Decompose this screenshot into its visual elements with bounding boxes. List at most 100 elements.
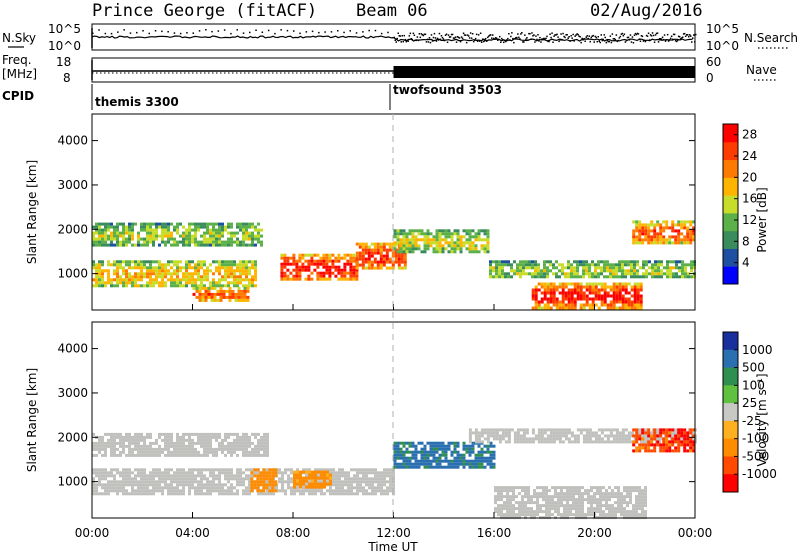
nsearch-dot	[465, 41, 468, 44]
power-cell	[231, 292, 235, 296]
velocity-cell	[143, 477, 146, 481]
power-cell	[432, 238, 436, 242]
velocity-cell	[167, 447, 170, 451]
power-cell	[328, 277, 332, 281]
nsearch-dot	[438, 32, 441, 35]
velocity-cell	[161, 432, 164, 436]
power-cell	[164, 222, 167, 226]
velocity-cell	[227, 480, 230, 484]
velocity-cell	[233, 432, 236, 436]
power-cell	[674, 229, 678, 233]
velocity-cell	[414, 447, 418, 451]
velocity-cell	[98, 441, 101, 445]
velocity-cell	[599, 489, 602, 493]
power-cell	[251, 278, 254, 282]
velocity-cell	[411, 456, 415, 460]
velocity-cell	[185, 480, 188, 484]
velocity-cell	[251, 432, 254, 436]
velocity-cell	[137, 480, 140, 484]
power-cell	[164, 269, 167, 273]
velocity-cell	[644, 513, 647, 517]
power-cell	[331, 253, 335, 257]
velocity-cell	[536, 498, 539, 502]
nsky-label: N.Sky	[2, 31, 36, 45]
power-cell	[394, 257, 398, 261]
velocity-cell	[572, 513, 575, 517]
velocity-cell	[396, 465, 400, 469]
nsearch-dot	[161, 30, 163, 33]
nsearch-dot	[501, 37, 503, 40]
power-cell	[95, 263, 98, 267]
power-cell	[307, 265, 311, 269]
power-cell	[420, 229, 424, 233]
velocity-cell	[635, 434, 639, 438]
power-cell	[531, 288, 535, 292]
power-cell	[204, 292, 208, 296]
power-cell	[486, 244, 490, 248]
velocity-cell	[251, 468, 254, 472]
velocity-cell	[530, 513, 533, 517]
power-cell	[561, 306, 565, 310]
power-cell	[325, 259, 329, 263]
velocity-cell	[371, 489, 374, 493]
power-cell	[237, 292, 241, 296]
velocity-cell	[606, 437, 610, 441]
power-cell	[376, 248, 380, 252]
velocity-cell	[474, 431, 478, 435]
velocity-cell	[368, 468, 371, 472]
power-cell	[564, 282, 568, 286]
velocity-cell	[623, 489, 626, 493]
power-cell	[641, 241, 645, 245]
power-cell	[468, 238, 472, 242]
power-cell	[600, 269, 603, 273]
power-cell	[182, 240, 185, 244]
velocity-cell	[242, 447, 245, 451]
power-cell	[681, 266, 684, 270]
nsearch-dot	[395, 41, 397, 43]
power-cell	[364, 260, 368, 264]
velocity-cell	[134, 492, 137, 496]
velocity-cell	[140, 474, 143, 478]
power-cell	[561, 272, 564, 276]
power-cell	[447, 250, 451, 254]
power-cell	[627, 272, 630, 276]
velocity-cell	[578, 489, 581, 493]
nsearch-dot	[640, 35, 643, 37]
power-cell	[146, 284, 149, 288]
velocity-cell	[344, 474, 347, 478]
velocity-cell	[575, 501, 578, 505]
velocity-cell	[194, 441, 197, 445]
power-cell	[191, 275, 194, 279]
nsearch-dot	[448, 36, 451, 38]
power-cell	[561, 303, 565, 307]
velocity-cell	[405, 450, 409, 454]
velocity-cell	[98, 468, 101, 472]
power-cell	[188, 225, 191, 229]
velocity-cell	[173, 450, 176, 454]
power-cell	[576, 266, 579, 270]
velocity-cell	[551, 495, 554, 499]
velocity-colorbar-tick-label: -100	[742, 432, 769, 446]
power-cell	[334, 265, 338, 269]
velocity-cell	[253, 486, 257, 490]
power-cell	[167, 263, 170, 267]
velocity-cell	[239, 477, 242, 481]
velocity-cell	[569, 492, 572, 496]
power-cell	[310, 259, 314, 263]
power-cell	[615, 263, 618, 267]
power-cell	[609, 275, 612, 279]
velocity-cell	[524, 486, 527, 490]
velocity-cell	[218, 480, 221, 484]
power-cell	[477, 232, 481, 236]
velocity-cell	[503, 495, 506, 499]
power-cell	[534, 297, 538, 301]
velocity-cell	[197, 450, 200, 454]
power-cell	[669, 272, 672, 276]
velocity-cell	[134, 474, 137, 478]
power-cell	[128, 228, 131, 232]
velocity-cell	[605, 492, 608, 496]
velocity-cell	[161, 486, 164, 490]
power-cell	[447, 235, 451, 239]
power-cell	[564, 266, 567, 270]
power-cell	[680, 241, 684, 245]
